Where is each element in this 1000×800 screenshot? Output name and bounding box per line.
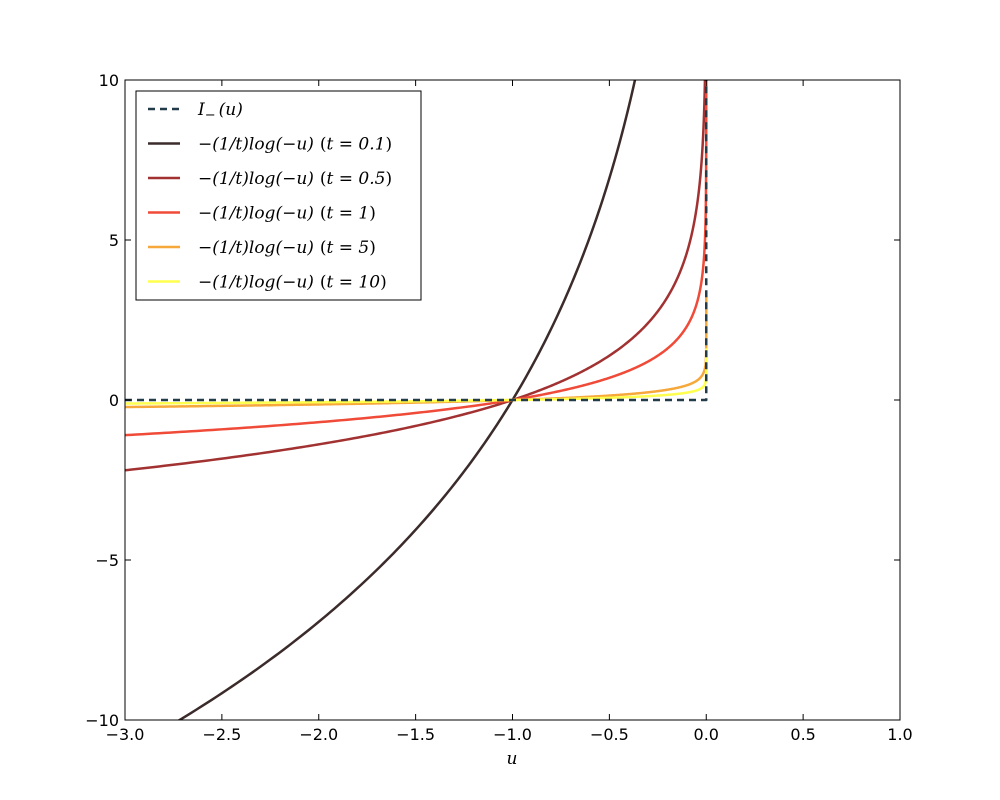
x-tick-label: −1.0 — [493, 725, 532, 744]
x-tick-label: −2.5 — [202, 725, 241, 744]
x-tick-label: −2.0 — [299, 725, 338, 744]
x-tick-label: −3.0 — [106, 725, 145, 744]
series-layer — [125, 80, 708, 720]
y-tick-label: −10 — [85, 711, 119, 730]
legend-label-5: −(1/t)log(−u) (t = 10) — [198, 273, 387, 293]
legend-func: −(1/t)log(−u) — [198, 169, 314, 189]
legend-func: −(1/t)log(−u) — [198, 204, 314, 224]
legend-t: t = 0.1 — [327, 135, 386, 155]
legend-paren-close: ) — [369, 204, 376, 224]
y-tick-label: 0 — [109, 391, 119, 410]
legend-label-3: −(1/t)log(−u) (t = 1) — [198, 204, 376, 224]
legend-paren-open: ( — [320, 238, 327, 258]
x-tick-label: 0.5 — [790, 725, 815, 744]
y-tick-label: −5 — [95, 551, 119, 570]
x-tick-label: 1.0 — [887, 725, 912, 744]
series-line-2 — [125, 80, 707, 472]
legend-label-4: −(1/t)log(−u) (t = 5) — [198, 238, 376, 258]
legend-paren-close: ) — [385, 169, 392, 189]
series-line-0 — [125, 80, 708, 402]
y-tick-label: 10 — [99, 71, 119, 90]
legend-sub: − — [205, 108, 216, 123]
legend-paren-close: ) — [380, 273, 387, 293]
legend-paren-open: ( — [320, 169, 327, 189]
legend-arg: (u) — [219, 100, 243, 120]
series-line-4 — [125, 295, 708, 409]
legend-t: t = 1 — [327, 204, 370, 224]
legend-paren-close: ) — [369, 238, 376, 258]
legend-t: t = 0.5 — [327, 169, 386, 189]
legend-func: I — [197, 100, 205, 120]
x-tick-label: −0.5 — [590, 725, 629, 744]
legend-label-1: −(1/t)log(−u) (t = 0.1) — [198, 135, 392, 155]
x-axis-title: u — [507, 749, 518, 769]
legend-t: t = 10 — [327, 273, 381, 293]
series-line-1 — [177, 80, 637, 720]
legend-paren-open: ( — [320, 135, 327, 155]
legend-box — [135, 90, 422, 301]
x-tick-label: −1.5 — [396, 725, 435, 744]
ticks-layer: −3.0 −2.5 −2.0 −1.5 −1.0 −0.5 0.0 0.5 1.0−10−505… — [85, 71, 912, 744]
legend-t: t = 5 — [327, 238, 370, 258]
legend-label-0: I− (u) — [197, 100, 243, 123]
x-tick-label: 0.0 — [694, 725, 719, 744]
legend: I− (u)−(1/t)log(−u) (t = 0.1)−(1/t)log(−u)… — [135, 90, 422, 301]
legend-func: −(1/t)log(−u) — [198, 238, 314, 258]
legend-paren-close: ) — [385, 135, 392, 155]
legend-paren-open: ( — [320, 204, 327, 224]
legend-label-2: −(1/t)log(−u) (t = 0.5) — [198, 169, 392, 189]
legend-func: −(1/t)log(−u) — [198, 135, 314, 155]
series-line-5 — [125, 347, 708, 405]
legend-func: −(1/t)log(−u) — [198, 273, 314, 293]
y-tick-label: 5 — [109, 231, 119, 250]
legend-paren-open: ( — [320, 273, 327, 293]
